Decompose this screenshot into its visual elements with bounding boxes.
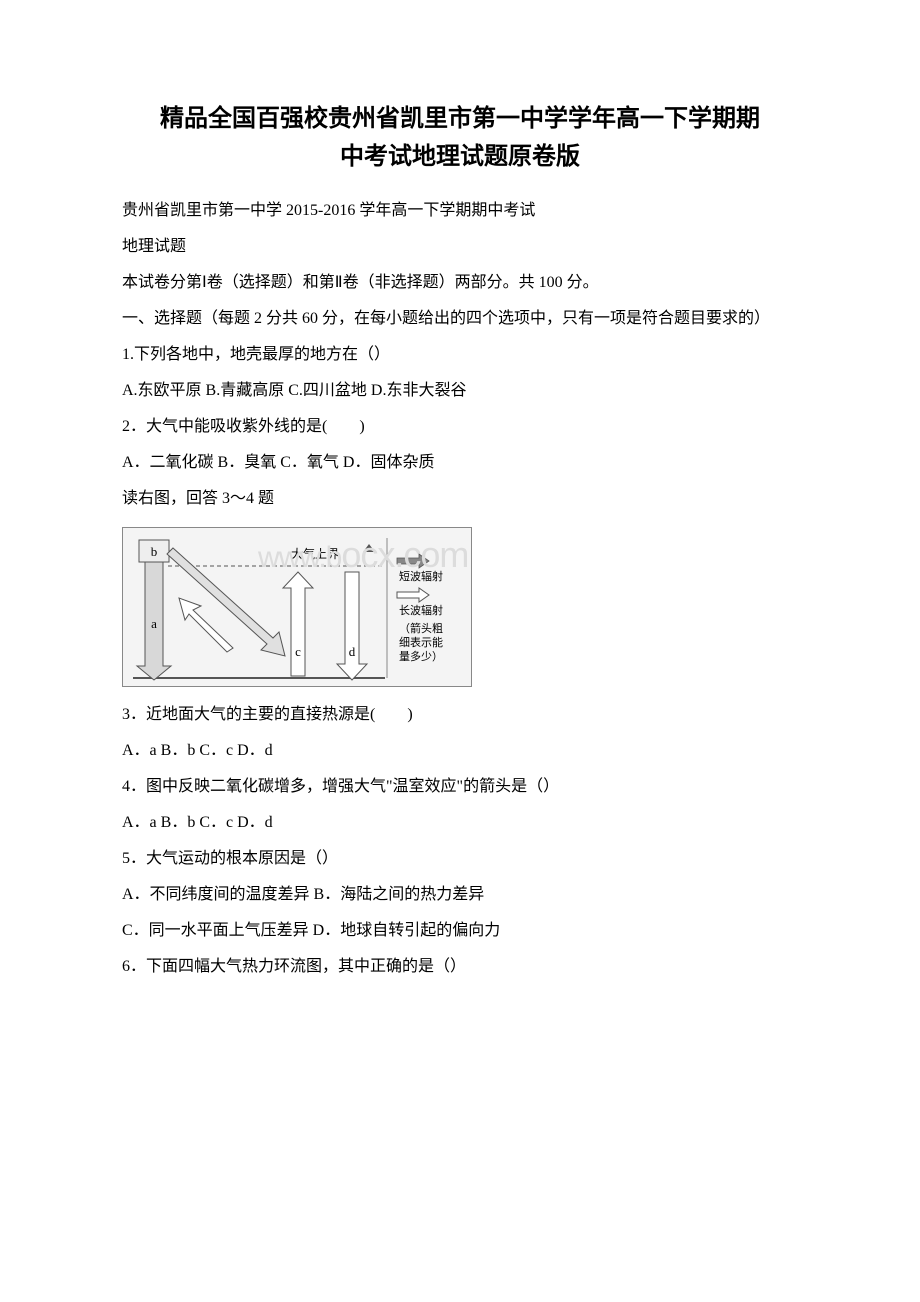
title-line-2: 中考试地理试题原卷版 bbox=[340, 144, 580, 170]
question-3-options: A．a B．b C．c D．d bbox=[90, 735, 830, 767]
question-6: 6．下面四幅大气热力环流图，其中正确的是（） bbox=[90, 951, 830, 983]
question-1-options: A.东欧平原 B.青藏高原 C.四川盆地 D.东非大裂谷 bbox=[90, 375, 830, 407]
structure-note: 本试卷分第Ⅰ卷（选择题）和第Ⅱ卷（非选择题）两部分。共 100 分。 bbox=[90, 267, 830, 299]
legend-note-2: 细表示能 bbox=[399, 635, 443, 649]
diagram-svg: b a c d 大气上界 短波辐射 长波辐射 bbox=[123, 528, 472, 687]
legend-note-3: 量多少） bbox=[399, 649, 443, 663]
question-2: 2．大气中能吸收紫外线的是( ) bbox=[90, 411, 830, 443]
legend-longwave-label: 长波辐射 bbox=[399, 603, 443, 617]
label-d: d bbox=[349, 644, 356, 659]
section-1-heading: 一、选择题（每题 2 分共 60 分，在每小题给出的四个选项中，只有一项是符合题… bbox=[90, 303, 830, 335]
title-line-1: 精品全国百强校贵州省凯里市第一中学学年高一下学期期 bbox=[160, 106, 760, 132]
document-title: 精品全国百强校贵州省凯里市第一中学学年高一下学期期 中考试地理试题原卷版 bbox=[90, 100, 830, 177]
legend-longwave-icon bbox=[397, 588, 429, 602]
legend-shortwave-icon bbox=[397, 554, 429, 568]
diagram-container: www.bocx.com b a c d 大气上界 bbox=[122, 527, 830, 687]
question-5-options-line1: A．不同纬度间的温度差异 B．海陆之间的热力差异 bbox=[90, 879, 830, 911]
atmosphere-top-label: 大气上界 bbox=[291, 546, 339, 561]
figure-intro: 读右图，回答 3～4 题 bbox=[90, 483, 830, 515]
question-4-options: A．a B．b C．c D．d bbox=[90, 807, 830, 839]
arrow-d bbox=[337, 572, 367, 680]
label-c: c bbox=[295, 644, 301, 659]
arrow-c bbox=[283, 572, 313, 676]
question-5: 5．大气运动的根本原因是（） bbox=[90, 843, 830, 875]
legend-shortwave-label: 短波辐射 bbox=[399, 569, 443, 583]
question-4: 4．图中反映二氧化碳增多，增强大气"温室效应"的箭头是（） bbox=[90, 771, 830, 803]
question-2-options: A．二氧化碳 B．臭氧 C．氧气 D．固体杂质 bbox=[90, 447, 830, 479]
question-1: 1.下列各地中，地壳最厚的地方在（） bbox=[90, 339, 830, 371]
top-label-pointer bbox=[363, 544, 375, 552]
label-a: a bbox=[151, 616, 157, 631]
legend-note-1: （箭头粗 bbox=[399, 621, 443, 635]
question-5-options-line2: C．同一水平面上气压差异 D．地球自转引起的偏向力 bbox=[90, 915, 830, 947]
label-b: b bbox=[151, 544, 158, 559]
atmosphere-diagram: www.bocx.com b a c d 大气上界 bbox=[122, 527, 472, 687]
exam-name: 地理试题 bbox=[90, 231, 830, 263]
subtitle: 贵州省凯里市第一中学 2015-2016 学年高一下学期期中考试 bbox=[90, 195, 830, 227]
question-3: 3．近地面大气的主要的直接热源是( ) bbox=[90, 699, 830, 731]
